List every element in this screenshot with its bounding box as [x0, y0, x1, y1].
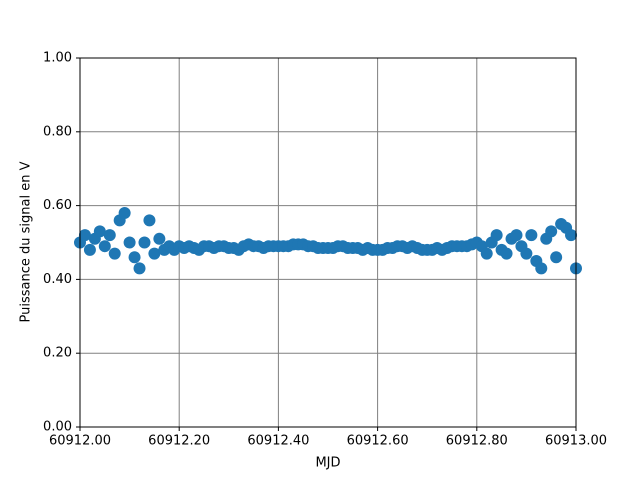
y-tick-label: 1.00: [43, 51, 72, 66]
x-tick-label: 60912.80: [446, 434, 508, 449]
y-tick-label: 0.20: [43, 346, 72, 361]
data-point: [128, 251, 141, 264]
y-axis-label: Puissance du signal en V: [19, 161, 34, 322]
data-point: [565, 229, 578, 242]
data-point: [520, 247, 533, 260]
x-tick-label: 60913.00: [545, 434, 607, 449]
data-point: [78, 229, 91, 242]
y-tick-label: 0.80: [43, 124, 72, 139]
data-point: [123, 236, 136, 249]
data-point: [510, 229, 523, 242]
x-tick-label: 60912.40: [247, 434, 309, 449]
data-point: [143, 214, 156, 227]
ticks: 0.00 0.20 0.40 0.60 0.80 1.00 60912.00 60912.20…: [43, 51, 607, 449]
x-tick-label: 60912.20: [148, 434, 210, 449]
data-point: [525, 229, 538, 242]
data-point: [535, 262, 548, 275]
data-point: [108, 247, 121, 260]
data-point: [138, 236, 151, 249]
data-point: [545, 225, 558, 238]
data-point: [153, 232, 166, 245]
data-point: [148, 247, 161, 260]
data-point: [490, 229, 503, 242]
data-point: [133, 262, 146, 275]
x-axis-label: MJD: [315, 456, 340, 471]
y-tick-label: 0.60: [43, 198, 72, 213]
data-point: [93, 225, 106, 238]
data-point: [500, 247, 513, 260]
data-point: [83, 243, 96, 256]
data-point: [550, 251, 563, 264]
y-tick-label: 0.00: [43, 420, 72, 435]
x-tick-label: 60912.60: [347, 434, 409, 449]
data-point: [118, 206, 131, 219]
data-point: [480, 247, 493, 260]
data-point: [103, 229, 116, 242]
points: [74, 206, 582, 275]
data-point: [98, 240, 111, 253]
plot-frame: [79, 57, 577, 428]
x-tick-label: 60912.00: [49, 434, 111, 449]
y-tick-label: 0.40: [43, 272, 72, 287]
